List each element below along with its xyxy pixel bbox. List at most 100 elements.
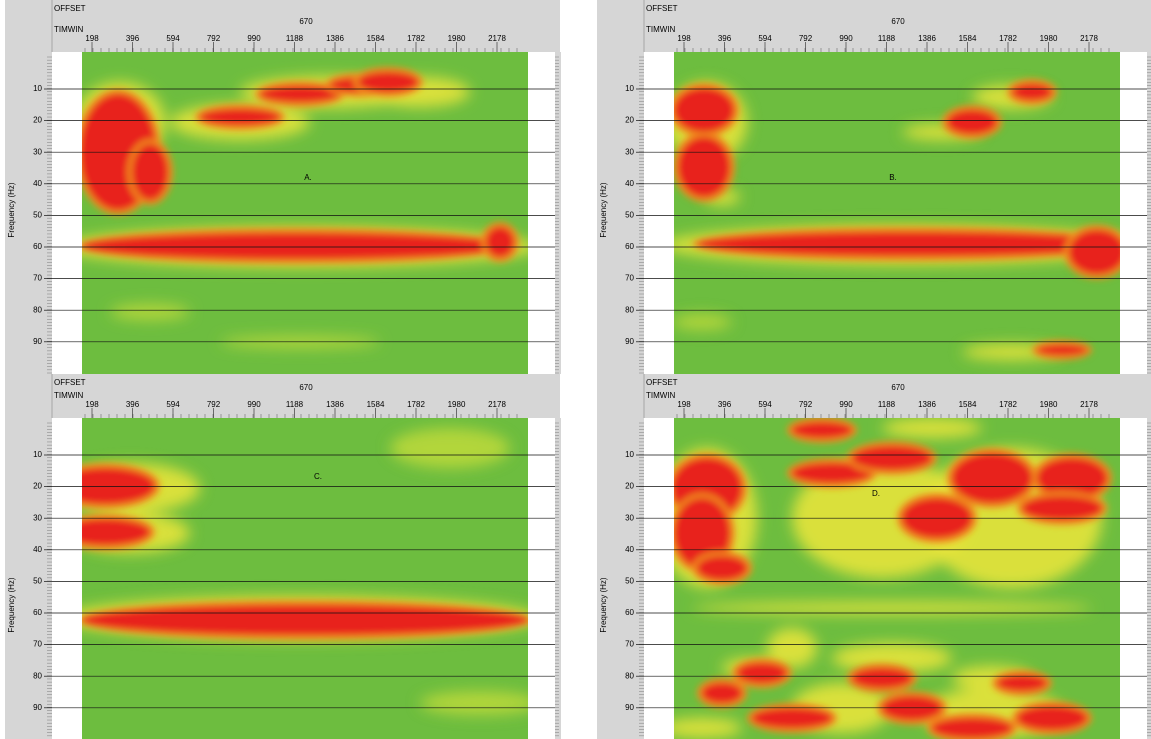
header-timwin: TIMWIN <box>646 391 676 400</box>
heatmap-base <box>674 52 1120 374</box>
left-strip <box>5 418 52 739</box>
heat-blob <box>832 643 952 673</box>
heat-blob <box>390 428 510 468</box>
x-tick-label: 990 <box>839 34 853 43</box>
panel-label: C. <box>314 472 322 481</box>
heat-blob <box>1022 496 1102 520</box>
heat-blob <box>82 605 528 635</box>
panel: OFFSET TIMWIN 670 198 396 594 792 990 1188 1386 15… <box>5 0 561 374</box>
left-strip <box>597 52 644 374</box>
y-tick-label: 10 <box>33 84 42 93</box>
x-tick-label: 396 <box>718 34 732 43</box>
heat-blob <box>358 72 418 92</box>
heat-blob <box>952 453 1032 503</box>
x-tick-label: 792 <box>799 34 813 43</box>
y-tick-label: 80 <box>33 671 42 680</box>
heat-blob <box>792 463 872 483</box>
y-tick-label: 70 <box>33 640 42 649</box>
heat-blob <box>674 718 742 738</box>
y-tick-label: 30 <box>33 513 42 522</box>
x-tick-label: 990 <box>247 34 261 43</box>
x-tick-label: 990 <box>247 400 261 409</box>
y-tick-label: 10 <box>625 450 634 459</box>
y-tick-label: 90 <box>625 337 634 346</box>
x-tick-label: 1584 <box>367 400 385 409</box>
y-tick-label: 80 <box>625 305 634 314</box>
panel-label: D. <box>872 489 880 498</box>
x-tick-label: 2178 <box>488 400 506 409</box>
y-tick-label: 20 <box>625 116 634 125</box>
heat-blob <box>852 668 912 688</box>
y-tick-label: 60 <box>33 242 42 251</box>
x-tick-label: 594 <box>758 34 772 43</box>
y-tick-label: 50 <box>625 211 634 220</box>
y-axis-label: Frequency (Hz) <box>599 182 608 237</box>
x-tick-label: 2178 <box>1080 400 1098 409</box>
heat-blob <box>420 691 528 715</box>
x-tick-label: 1584 <box>959 34 977 43</box>
header-offset: OFFSET <box>54 378 86 387</box>
y-tick-label: 10 <box>33 450 42 459</box>
y-axis-label: Frequency (Hz) <box>7 182 16 237</box>
header-bar <box>597 0 1151 52</box>
y-tick-label: 60 <box>625 242 634 251</box>
header-bar <box>5 374 560 418</box>
heat-blob <box>82 519 150 545</box>
x-tick-label: 1980 <box>1040 34 1058 43</box>
heatmap <box>674 52 1120 374</box>
panel-label: A. <box>304 173 312 182</box>
y-tick-label: 40 <box>625 545 634 554</box>
y-tick-label: 90 <box>33 337 42 346</box>
x-tick-label: 2178 <box>488 34 506 43</box>
header-timwin: TIMWIN <box>54 25 84 34</box>
header-center: 670 <box>891 383 905 392</box>
heat-blob <box>697 232 1120 256</box>
heatmap <box>674 418 1120 739</box>
header-timwin: TIMWIN <box>54 391 84 400</box>
y-tick-label: 30 <box>33 147 42 156</box>
heat-blob <box>132 144 168 200</box>
heat-blob <box>1037 345 1087 355</box>
heat-blob <box>692 602 1092 614</box>
x-tick-label: 198 <box>85 400 99 409</box>
heat-blob <box>1037 458 1107 498</box>
y-tick-label: 90 <box>33 703 42 712</box>
panel: OFFSET TIMWIN 670 198 396 594 792 990 1188 1386 15… <box>5 374 561 739</box>
y-tick-label: 50 <box>625 577 634 586</box>
x-tick-label: 594 <box>166 400 180 409</box>
y-tick-label: 60 <box>625 608 634 617</box>
y-tick-label: 30 <box>625 147 634 156</box>
y-tick-label: 80 <box>625 671 634 680</box>
heatmap <box>82 52 528 374</box>
y-tick-label: 20 <box>33 482 42 491</box>
y-tick-label: 50 <box>33 577 42 586</box>
heatmap <box>82 418 528 739</box>
heat-blob <box>82 233 508 259</box>
y-tick-label: 50 <box>33 211 42 220</box>
y-tick-label: 80 <box>33 305 42 314</box>
x-tick-label: 1386 <box>918 400 936 409</box>
header-offset: OFFSET <box>646 4 678 13</box>
x-tick-label: 396 <box>126 34 140 43</box>
heat-blob <box>260 86 340 102</box>
x-tick-label: 1386 <box>326 400 344 409</box>
x-tick-label: 1584 <box>959 400 977 409</box>
x-tick-label: 1980 <box>1040 400 1058 409</box>
right-strip <box>1147 52 1151 374</box>
heat-blob <box>1017 706 1087 730</box>
x-tick-label: 1782 <box>999 400 1017 409</box>
x-tick-label: 198 <box>677 34 691 43</box>
y-axis-label: Frequency (Hz) <box>599 577 608 632</box>
heat-blob <box>882 418 982 438</box>
y-tick-label: 70 <box>33 274 42 283</box>
heat-blob <box>678 137 730 197</box>
heat-blob <box>702 683 742 703</box>
x-tick-label: 1188 <box>878 400 896 409</box>
heat-blob <box>1069 230 1120 274</box>
x-tick-label: 594 <box>758 400 772 409</box>
x-tick-label: 2178 <box>1080 34 1098 43</box>
heat-blob <box>932 718 1012 738</box>
x-tick-label: 1782 <box>407 400 425 409</box>
heat-blob <box>674 88 734 132</box>
heat-blob <box>792 422 852 438</box>
